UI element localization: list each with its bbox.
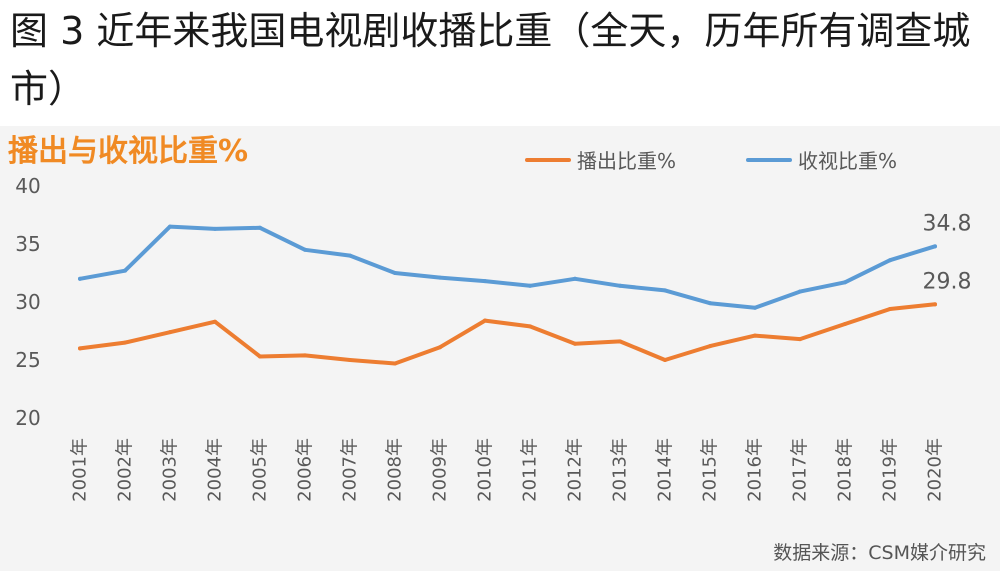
x-tick-label: 2008年 (385, 438, 406, 502)
series-layer: 29.8 34.8 (78, 211, 972, 366)
data-point (78, 276, 82, 281)
series-line-broadcast-share (78, 302, 937, 366)
data-point (843, 280, 847, 285)
x-tick-label: 2019年 (880, 438, 901, 502)
data-point (483, 279, 487, 284)
data-point (213, 226, 217, 231)
data-point (573, 341, 577, 346)
data-point (348, 358, 352, 362)
data-point (303, 353, 307, 358)
y-tick-label: 30 (15, 290, 40, 314)
data-point (528, 324, 532, 329)
x-tick-label: 2009年 (430, 438, 451, 502)
data-point (123, 340, 127, 345)
data-point (618, 339, 622, 344)
y-tick-label: 35 (15, 232, 40, 256)
data-point (168, 330, 172, 335)
data-point (438, 345, 442, 350)
chart-title: 播出与收视比重% (8, 134, 249, 169)
y-tick-label: 25 (15, 348, 40, 372)
x-tick-label: 2001年 (70, 438, 91, 502)
x-tick-label: 2007年 (340, 438, 361, 502)
data-point (618, 283, 622, 288)
data-point (843, 322, 847, 327)
data-point (303, 247, 307, 252)
figure-title: 图 3 近年来我国电视剧收播比重（全天，历年所有调查城市） (10, 9, 971, 111)
y-tick-label: 20 (15, 406, 40, 430)
x-tick-label: 2018年 (835, 438, 856, 502)
chart-panel (0, 126, 1000, 571)
data-point (393, 361, 397, 366)
end-value-label: 29.8 (923, 269, 972, 294)
y-tick-label: 40 (15, 174, 40, 198)
data-point (888, 306, 892, 311)
x-axis-ticks: 2001年 2002年 2003年 2004年 2005年 2006年 2007年 2008年… (70, 438, 946, 502)
data-point (78, 346, 82, 351)
data-point (933, 244, 937, 249)
x-tick-label: 2016年 (745, 438, 766, 502)
data-point (798, 289, 802, 294)
data-point (573, 276, 577, 281)
data-point (888, 258, 892, 263)
data-point (663, 358, 667, 362)
data-point (168, 224, 172, 229)
legend: 播出比重% 收视比重% (525, 149, 897, 173)
data-point (348, 253, 352, 258)
data-point (753, 333, 757, 338)
x-tick-label: 2010年 (475, 438, 496, 502)
data-point (753, 305, 757, 310)
end-value-label: 34.8 (923, 211, 972, 236)
y-axis-ticks: 20 25 30 35 40 (15, 174, 40, 430)
legend-label: 播出比重% (577, 149, 676, 173)
x-tick-label: 2003年 (160, 438, 181, 502)
x-tick-label: 2017年 (790, 438, 811, 502)
x-tick-label: 2014年 (655, 438, 676, 502)
x-tick-label: 2006年 (295, 438, 316, 502)
x-tick-label: 2002年 (115, 438, 136, 502)
data-point (708, 344, 712, 349)
x-tick-label: 2013年 (610, 438, 631, 502)
data-point (213, 319, 217, 324)
x-tick-label: 2012年 (565, 438, 586, 502)
source-note: 数据来源：CSM媒介研究 (773, 542, 986, 564)
data-point (393, 271, 397, 275)
x-tick-label: 2004年 (205, 438, 226, 502)
data-point (663, 288, 667, 293)
legend-label: 收视比重% (798, 149, 897, 173)
x-tick-label: 2011年 (520, 438, 541, 502)
series-line-viewing-share (78, 224, 937, 310)
data-point (933, 302, 937, 307)
data-point (798, 337, 802, 342)
data-point (258, 354, 262, 359)
x-tick-label: 2015年 (700, 438, 721, 502)
data-point (258, 225, 262, 230)
data-point (483, 318, 487, 323)
data-point (123, 268, 127, 273)
data-point (528, 283, 532, 288)
x-tick-label: 2020年 (925, 438, 946, 502)
x-tick-label: 2005年 (250, 438, 271, 502)
data-point (708, 301, 712, 306)
data-point (438, 275, 442, 280)
